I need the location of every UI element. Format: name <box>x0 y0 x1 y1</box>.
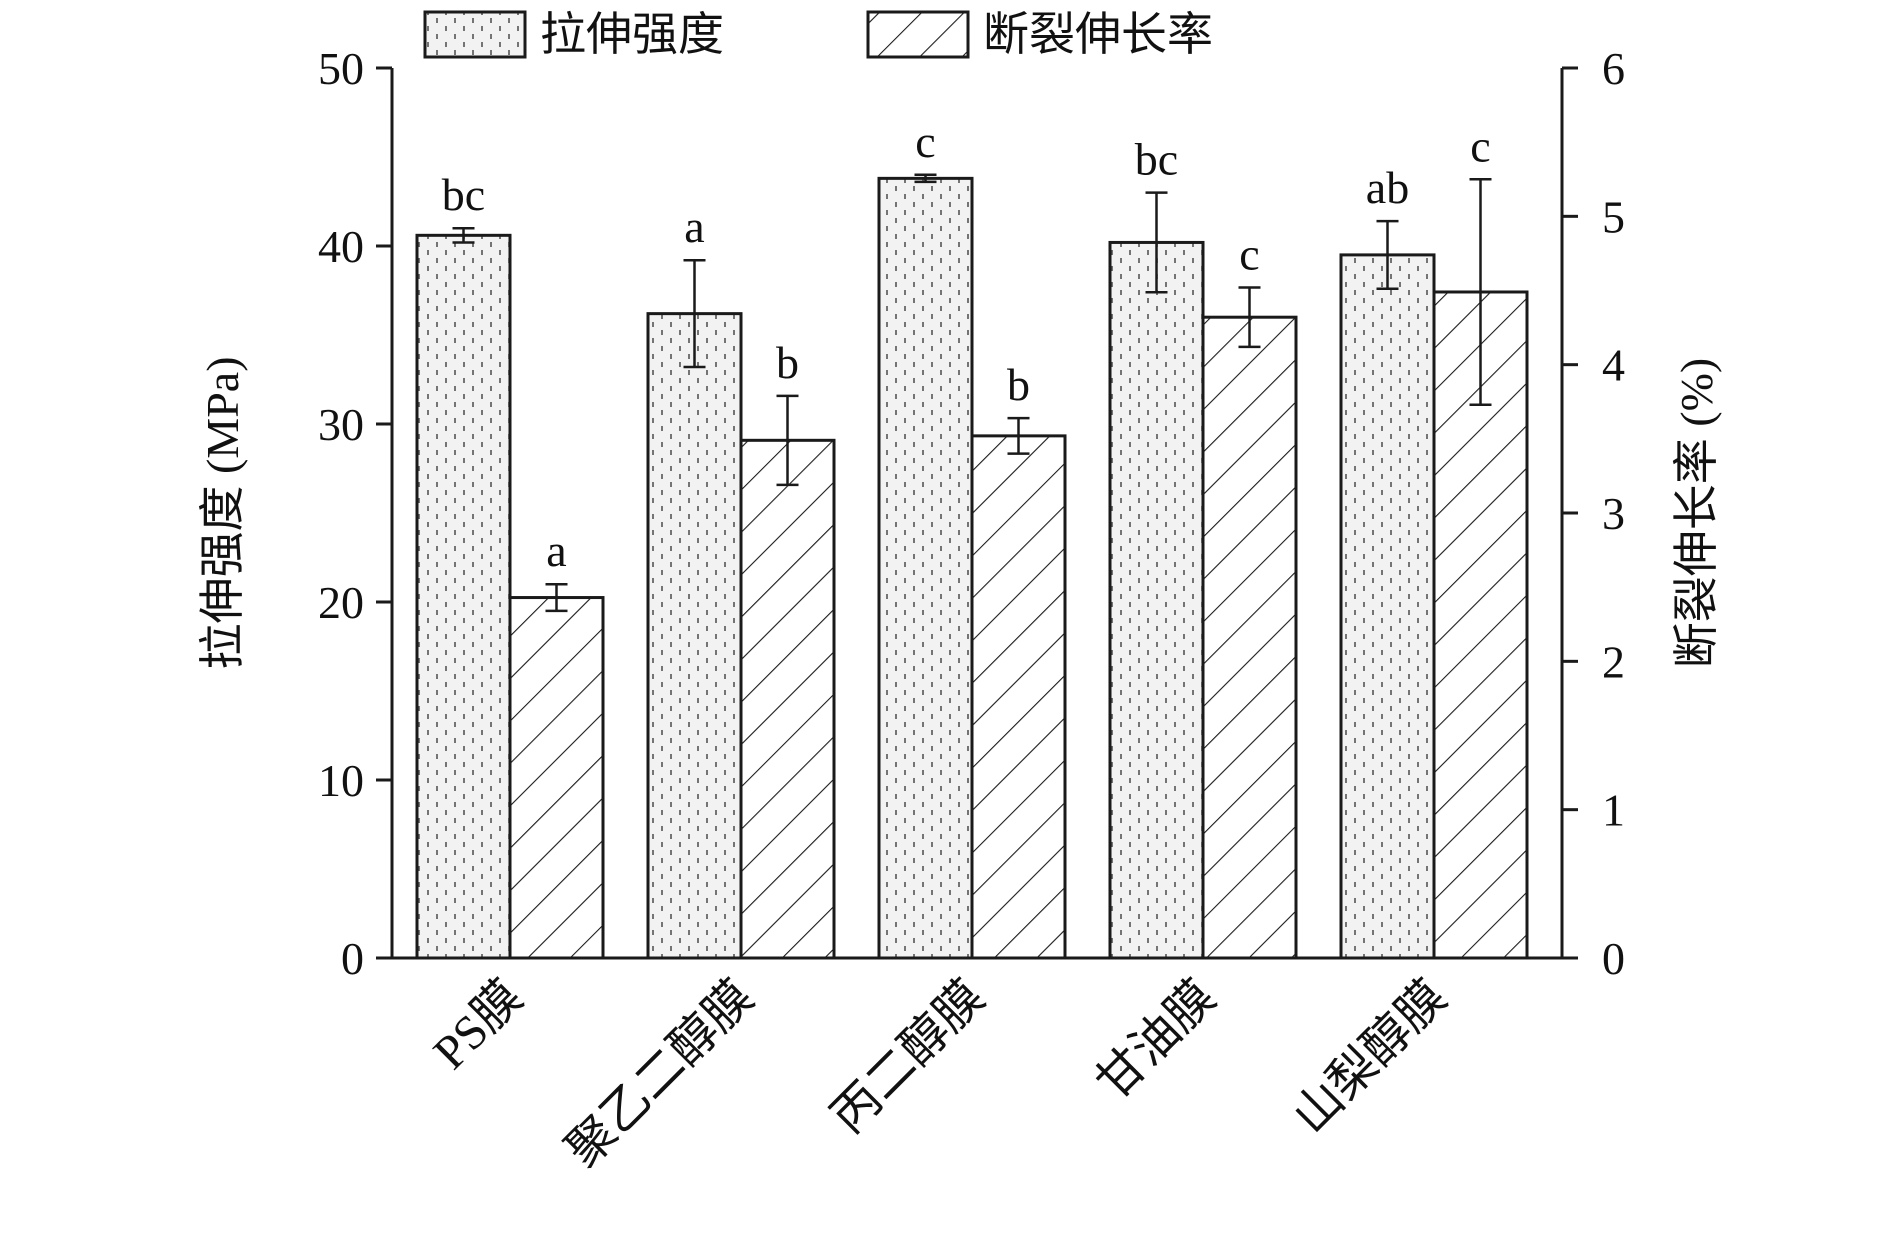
significance-letter: c <box>1239 229 1259 280</box>
bar-elongation <box>739 438 836 960</box>
significance-letter: bc <box>1135 134 1178 185</box>
bar-tensile <box>415 233 512 960</box>
bar-tensile <box>1108 240 1205 960</box>
bars <box>415 176 1529 960</box>
significance-letter: a <box>546 525 566 576</box>
legend-swatch-tensile <box>423 10 527 59</box>
bar-tensile <box>877 176 974 960</box>
x-tick-label: 山梨醇膜 <box>1284 970 1457 1143</box>
legend: 拉伸强度 断裂伸长率 <box>423 9 1213 60</box>
significance-letter: b <box>776 337 799 388</box>
x-tick-labels: PS膜 聚乙二醇膜 丙二醇膜 甘油膜 山梨醇膜 <box>424 970 1457 1177</box>
legend-item-elongation: 断裂伸长率 <box>866 9 1213 60</box>
y-right-tick-label: 0 <box>1602 933 1625 984</box>
y-left-tick-label: 40 <box>318 221 364 272</box>
x-tick-label: 聚乙二醇膜 <box>557 970 764 1177</box>
significance-letter: c <box>1470 120 1490 171</box>
y-left-tick-label: 30 <box>318 399 364 450</box>
significance-letter: c <box>915 116 935 167</box>
x-tick-label: 甘油膜 <box>1086 970 1225 1109</box>
legend-item-tensile: 拉伸强度 <box>423 9 724 60</box>
x-tick-label: PS膜 <box>424 970 533 1079</box>
bar-tensile <box>646 312 743 960</box>
significance-letter: b <box>1007 359 1030 410</box>
axes: 0 10 20 30 40 50 0 1 2 3 4 5 6 <box>318 43 1625 984</box>
left-ticks: 0 10 20 30 40 50 <box>318 43 392 984</box>
y-axis-left-title: 拉伸强度 (MPa) <box>197 356 248 669</box>
legend-label-tensile: 拉伸强度 <box>540 9 724 60</box>
significance-letter: bc <box>442 169 485 220</box>
error-bars <box>452 173 1492 613</box>
bar-elongation <box>970 434 1067 960</box>
bar-tensile <box>1339 253 1436 960</box>
y-right-tick-label: 4 <box>1602 340 1625 391</box>
y-right-tick-label: 5 <box>1602 191 1625 242</box>
y-right-tick-label: 1 <box>1602 785 1625 836</box>
bar-elongation <box>1201 315 1298 960</box>
right-ticks: 0 1 2 3 4 5 6 <box>1562 43 1625 984</box>
bar-elongation <box>508 596 605 960</box>
y-left-tick-label: 0 <box>341 933 364 984</box>
y-axis-right-title: 断裂伸长率 (%) <box>1671 358 1722 668</box>
legend-swatch-elongation <box>866 10 970 59</box>
significance-letter: ab <box>1366 162 1409 213</box>
y-right-tick-label: 2 <box>1602 636 1625 687</box>
y-right-tick-label: 3 <box>1602 488 1625 539</box>
y-left-tick-label: 10 <box>318 755 364 806</box>
significance-letter: a <box>684 201 704 252</box>
x-tick-label: 丙二醇膜 <box>822 970 995 1143</box>
legend-label-elongation: 断裂伸长率 <box>983 9 1213 60</box>
y-left-tick-label: 20 <box>318 577 364 628</box>
y-right-tick-label: 6 <box>1602 43 1625 94</box>
y-left-tick-label: 50 <box>318 43 364 94</box>
